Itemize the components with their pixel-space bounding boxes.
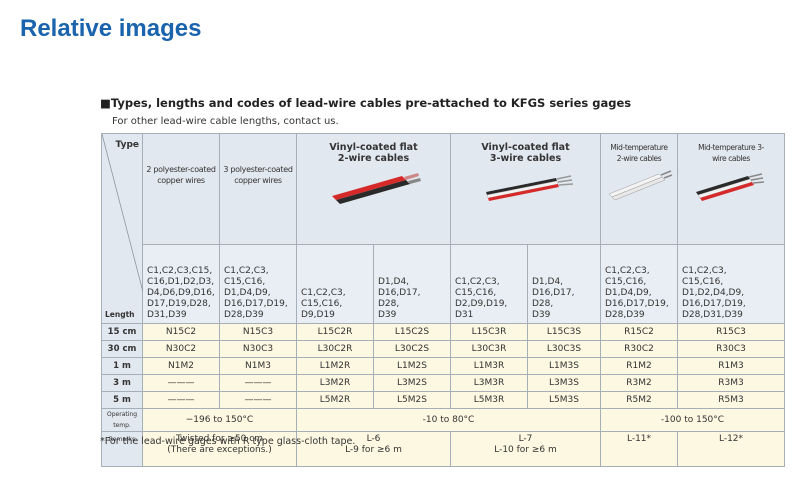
cable-code: N30C2 [142, 340, 220, 358]
cable-code: L30C3R [450, 340, 528, 358]
cable-code: N1M3 [219, 357, 297, 375]
header-row: Type Length 2 polyester-coated copper wi… [101, 133, 785, 324]
cable-code: R15C2 [600, 323, 678, 341]
cable-code: L3M3R [450, 374, 528, 392]
length: 15 cm [101, 323, 143, 341]
column-header: Vinyl-coated flat 2-wire cables [296, 133, 451, 245]
gage-codes: D1,D4, D16,D17, D28, D39 [373, 244, 451, 324]
length: 1 m [101, 357, 143, 375]
cable-code: L5M3R [450, 391, 528, 409]
cable-code: L1M2S [373, 357, 451, 375]
diagonal [102, 134, 143, 292]
cable-code: R1M2 [600, 357, 678, 375]
length-row: 1 m N1M2 N1M3 L1M2R L1M2S L1M3R L1M3S R1M2 R1M3 [101, 357, 785, 375]
cable-code: L30C2R [296, 340, 374, 358]
length-label: Length [105, 310, 135, 319]
cable-code: R30C2 [600, 340, 678, 358]
cable-code: L15C3R [450, 323, 528, 341]
cable-code: L30C3S [527, 340, 601, 358]
cable-image [696, 173, 765, 201]
cable-code: N30C3 [219, 340, 297, 358]
length-row: 3 m ——— ——— L3M2R L3M2S L3M3R L3M3S R3M2 R3M3 [101, 374, 785, 392]
type-length-cell: Type Length [101, 133, 143, 324]
cable-table: Type Length 2 polyester-coated copper wi… [101, 133, 785, 467]
section-note: For other lead-wire cable lengths, conta… [112, 116, 339, 127]
length-row: 5 m ——— ——— L5M2R L5M2S L5M3R L5M3S R5M2 R5M3 [101, 391, 785, 409]
column-header: 3 polyester-coated copper wires [219, 133, 297, 245]
cable-code: R3M2 [600, 374, 678, 392]
gage-codes: D1,D4, D16,D17, D28, D39 [527, 244, 601, 324]
column-title: Mid-temperature 2-wire cables [610, 143, 668, 163]
column-title: Vinyl-coated flat 3-wire cables [481, 142, 570, 164]
cable-code: ——— [219, 374, 297, 392]
column-header: 2 polyester-coated copper wires [142, 133, 220, 245]
cable-code: R30C3 [677, 340, 785, 358]
cable-code: L1M2R [296, 357, 374, 375]
temperature: −196 to 150°C [142, 408, 297, 432]
cable-code: N15C2 [142, 323, 220, 341]
column-title: Vinyl-coated flat 2-wire cables [329, 142, 418, 164]
cable-code: R5M2 [600, 391, 678, 409]
section-heading: ■Types, lengths and codes of lead-wire c… [100, 96, 632, 110]
remark: L-6 L-9 for ≥6 m [296, 431, 451, 467]
row-label: Operating temp. [101, 408, 143, 432]
length: 30 cm [101, 340, 143, 358]
column-title: 2 polyester-coated copper wires [146, 165, 216, 185]
remark: L-7 L-10 for ≥6 m [450, 431, 601, 467]
gage-codes: C1,C2,C3, C15,C16, D1,D4,D9, D16,D17,D19… [600, 244, 678, 324]
cable-code: N15C3 [219, 323, 297, 341]
column-title: 3 polyester-coated copper wires [223, 165, 293, 185]
column-header: Mid-temperature 2-wire cables [600, 133, 678, 245]
remark: L-12* [677, 431, 785, 467]
type-label: Type [115, 140, 139, 150]
cable-code: L30C2S [373, 340, 451, 358]
gage-codes: C1,C2,C3, C15,C16, D1,D4,D9, D16,D17,D19… [219, 244, 297, 324]
row-label: Remarks [101, 431, 143, 467]
cable-code: L5M2R [296, 391, 374, 409]
gage-codes: C1,C2,C3, C15,C16, D2,D9,D19, D31 [450, 244, 528, 324]
cable-code: R15C3 [677, 323, 785, 341]
column-header: Vinyl-coated flat 3-wire cables [450, 133, 601, 245]
cable-code: ——— [219, 391, 297, 409]
cable-code: L15C2S [373, 323, 451, 341]
column-title: Mid-temperature 3-wire cables [698, 143, 764, 163]
cable-code: L3M2S [373, 374, 451, 392]
gage-codes: C1,C2,C3, C15,C16, D1,D2,D4,D9, D16,D17,… [677, 244, 785, 324]
cable-code: L15C2R [296, 323, 374, 341]
gage-codes-row: C1,C2,C3,C15, C16,D1,D2,D3, D4,D6,D9,D16… [102, 244, 785, 324]
length: 3 m [101, 374, 143, 392]
cable-image [485, 175, 573, 201]
remark: Twisted for ≥50 cm (There are exceptions… [142, 431, 297, 467]
remarks-row: Remarks Twisted for ≥50 cm (There are exc… [101, 431, 785, 467]
page-title: Relative images [20, 15, 202, 42]
cable-image [608, 170, 673, 201]
length-row: 15 cm N15C2 N15C3 L15C2R L15C2S L15C3R L15C3S R… [101, 323, 785, 341]
cable-code: L5M3S [527, 391, 601, 409]
length: 5 m [101, 391, 143, 409]
temperature: -10 to 80°C [296, 408, 601, 432]
length-row: 30 cm N30C2 N30C3 L30C2R L30C2S L30C3R L30C3S R… [101, 340, 785, 358]
temperature: -100 to 150°C [600, 408, 785, 432]
remark: L-11* [600, 431, 678, 467]
cable-code: R3M3 [677, 374, 785, 392]
gage-codes: C1,C2,C3, C15,C16, D9,D19 [296, 244, 374, 324]
column-header: Mid-temperature 3-wire cables [677, 133, 785, 245]
cable-code: R5M3 [677, 391, 785, 409]
gage-codes: C1,C2,C3,C15, C16,D1,D2,D3, D4,D6,D9,D16… [142, 244, 220, 324]
cable-image [331, 173, 421, 204]
cable-code: L5M2S [373, 391, 451, 409]
cable-code: L3M2R [296, 374, 374, 392]
cable-code: L3M3S [527, 374, 601, 392]
cable-code: ——— [142, 374, 220, 392]
cable-code: L1M3R [450, 357, 528, 375]
cable-code: L15C3S [527, 323, 601, 341]
cable-code: L1M3S [527, 357, 601, 375]
cable-code: ——— [142, 391, 220, 409]
footnote: *For the lead-wire gages with R type gla… [100, 436, 356, 447]
operating-temp-row: Operating temp. −196 to 150°C -10 to 80°C -… [101, 408, 785, 432]
cable-code: N1M2 [142, 357, 220, 375]
cable-code: R1M3 [677, 357, 785, 375]
